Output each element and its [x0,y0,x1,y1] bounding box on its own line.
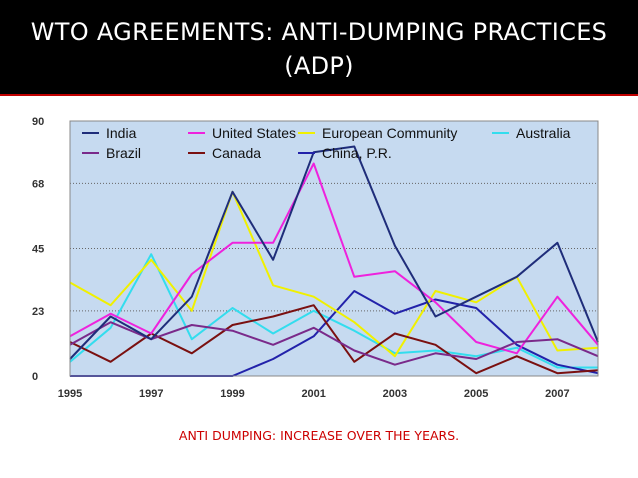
legend-label: European Community [322,125,457,141]
y-tick-label: 90 [32,116,44,128]
series-line-india [69,145,599,360]
series-line-united-states [69,162,599,355]
gridlines [70,182,598,312]
y-tick-label: 0 [32,371,38,383]
legend-label: United States [212,125,296,141]
x-tick-label: 2007 [545,388,569,400]
legend-label: Canada [212,145,261,161]
x-tick-label: 1997 [139,388,163,400]
y-tick-label: 68 [32,178,44,190]
slide-title-subline: (ADP) [284,52,354,80]
y-tick-label: 45 [32,244,44,256]
slide-title: WTO AGREEMENTS: ANTI-DUMPING PRACTICES [30,18,608,46]
x-tick-label: 1999 [220,388,244,400]
x-tick-label: 2001 [301,388,325,400]
plot-border [69,120,599,377]
legend: India Brazil United States Canada European C… [82,125,571,161]
title-bar: WTO AGREEMENTS: ANTI-DUMPING PRACTICES (… [0,0,638,96]
legend-label: Australia [516,125,571,141]
legend-label: China, P.R. [322,145,392,161]
slide-caption: ANTI DUMPING: INCREASE OVER THE YEARS. [178,428,460,443]
x-tick-label: 1995 [58,388,82,400]
series-line-brazil [69,321,599,366]
legend-label: Brazil [106,145,141,161]
x-axis-tick-labels: 1995 1997 1999 2001 2003 2005 2007 [58,388,570,400]
y-tick-label: 23 [32,306,44,318]
legend-label: India [106,125,137,141]
plot-frame [69,120,599,377]
x-tick-label: 2005 [464,388,488,400]
x-tick-label: 2003 [383,388,407,400]
y-axis-tick-labels: 0 23 45 68 90 [32,116,44,383]
